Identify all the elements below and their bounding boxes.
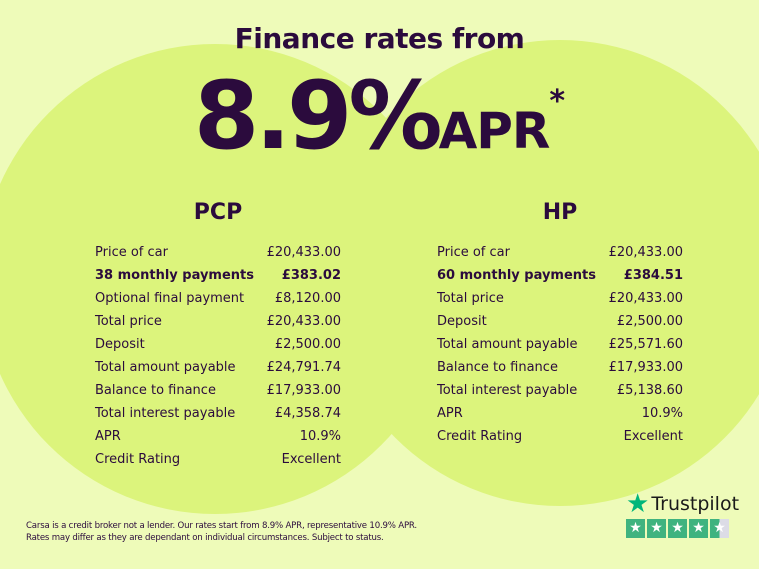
rating-star-icon: ★ [710, 519, 729, 538]
row-value: £5,138.60 [616, 383, 683, 398]
row-value: £383.02 [281, 268, 341, 283]
row-label: Price of car [437, 245, 510, 260]
disclaimer-line: Rates may differ as they are dependant o… [26, 533, 384, 543]
row-label: Total price [95, 314, 162, 329]
rating-star-icon: ★ [668, 519, 687, 538]
asterisk: * [549, 84, 566, 119]
table-row: APR 10.9% [95, 425, 341, 448]
rating-star-icon: ★ [626, 519, 645, 538]
trustpilot-rating: ★ ★ ★ ★ ★ [626, 519, 739, 538]
pcp-table: PCP Price of car £20,433.00 38 monthly pay… [95, 200, 341, 471]
row-label: Total interest payable [437, 383, 578, 398]
row-label: 38 monthly payments [95, 268, 254, 283]
row-value: £20,433.00 [608, 245, 683, 260]
table-row: Total price £20,433.00 [437, 287, 683, 310]
table-row: Balance to finance £17,933.00 [437, 356, 683, 379]
table-row: Total interest payable £5,138.60 [437, 379, 683, 402]
table-row: Price of car £20,433.00 [437, 241, 683, 264]
rate-value: 8.9% [193, 62, 443, 171]
disclaimer-line: Carsa is a credit broker not a lender. O… [26, 521, 417, 531]
row-value: £17,933.00 [266, 383, 341, 398]
trustpilot-name: Trustpilot [651, 493, 740, 515]
table-row: Total amount payable £25,571.60 [437, 333, 683, 356]
table-row: Deposit £2,500.00 [437, 310, 683, 333]
row-value: £20,433.00 [266, 245, 341, 260]
table-row: Total interest payable £4,358.74 [95, 402, 341, 425]
hp-table: HP Price of car £20,433.00 60 monthly paym… [437, 200, 683, 448]
hp-title: HP [542, 200, 578, 225]
row-value: £20,433.00 [266, 314, 341, 329]
row-label: Credit Rating [95, 452, 181, 467]
row-label: Deposit [95, 337, 145, 352]
table-row: Balance to finance £17,933.00 [95, 379, 341, 402]
row-value: Excellent [281, 452, 341, 467]
row-label: Balance to finance [437, 360, 558, 375]
row-label: Total amount payable [437, 337, 578, 352]
row-label: Optional final payment [95, 291, 245, 306]
table-row: Total price £20,433.00 [95, 310, 341, 333]
row-label: APR [437, 406, 463, 421]
row-label: 60 monthly payments [437, 268, 596, 283]
rating-star-icon: ★ [647, 519, 666, 538]
row-label: Price of car [95, 245, 168, 260]
table-row: Optional final payment £8,120.00 [95, 287, 341, 310]
row-label: Credit Rating [437, 429, 523, 444]
pcp-title: PCP [193, 200, 243, 225]
background-circle-right [327, 40, 759, 506]
row-value: £25,571.60 [608, 337, 683, 352]
rating-star-icon: ★ [689, 519, 708, 538]
table-row: Deposit £2,500.00 [95, 333, 341, 356]
row-value: £20,433.00 [608, 291, 683, 306]
table-row: Price of car £20,433.00 [95, 241, 341, 264]
row-label: Total amount payable [95, 360, 236, 375]
row-label: Total price [437, 291, 504, 306]
trustpilot-badge[interactable]: ★ Trustpilot ★ ★ ★ ★ ★ [626, 489, 740, 538]
row-value: £2,500.00 [274, 337, 341, 352]
disclaimer: Carsa is a credit broker not a lender. O… [26, 520, 417, 544]
row-value: £2,500.00 [616, 314, 683, 329]
apr-label: APR [438, 102, 551, 160]
table-row: 38 monthly payments £383.02 [95, 264, 341, 287]
row-label: Deposit [437, 314, 487, 329]
row-value: £17,933.00 [608, 360, 683, 375]
table-row: Total amount payable £24,791.74 [95, 356, 341, 379]
row-label: Balance to finance [95, 383, 216, 398]
table-row: Credit Rating Excellent [437, 425, 683, 448]
table-row: Credit Rating Excellent [95, 448, 341, 471]
row-value: £8,120.00 [274, 291, 341, 306]
row-value: £4,358.74 [274, 406, 341, 421]
row-value: Excellent [623, 429, 683, 444]
headline: Finance rates from [234, 22, 525, 55]
row-label: Total interest payable [95, 406, 236, 421]
row-value: £384.51 [623, 268, 683, 283]
headline-rate: 8.9%APR* [0, 62, 759, 171]
table-row: APR 10.9% [437, 402, 683, 425]
row-label: APR [95, 429, 121, 444]
row-value: £24,791.74 [266, 360, 341, 375]
row-value: 10.9% [641, 406, 683, 421]
table-row: 60 monthly payments £384.51 [437, 264, 683, 287]
star-icon: ★ [626, 489, 650, 519]
row-value: 10.9% [299, 429, 341, 444]
